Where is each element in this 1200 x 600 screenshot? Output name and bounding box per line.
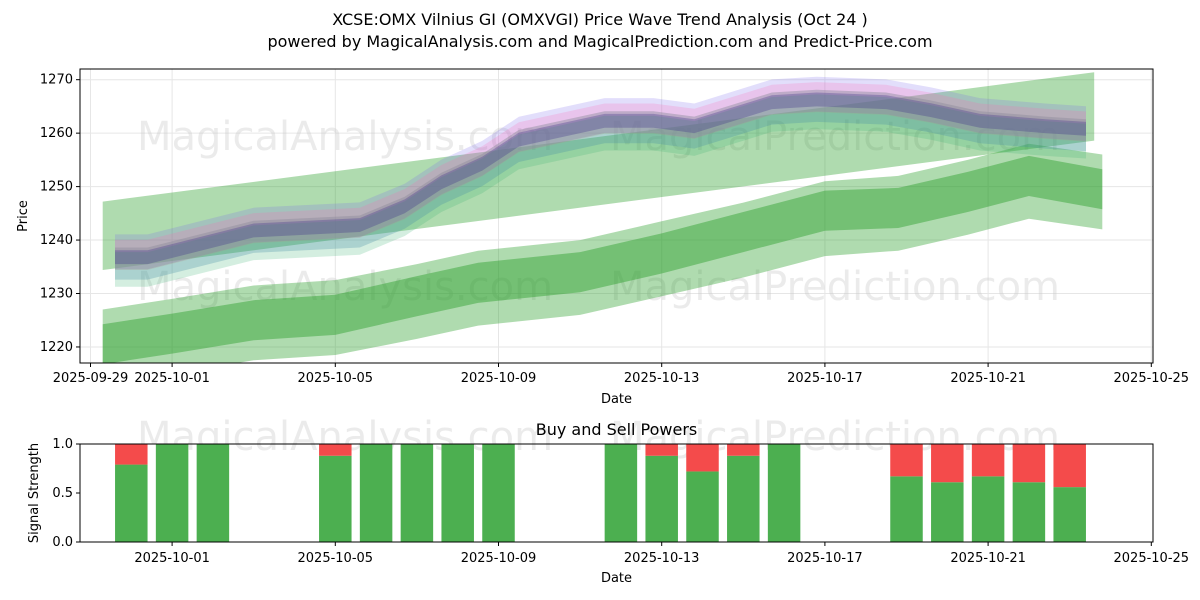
signal-bars	[115, 444, 1086, 542]
buy-power-bar	[319, 455, 352, 542]
signal-x-axis-label: Date	[601, 571, 632, 586]
watermark-text: MagicalAnalysis.com	[137, 264, 553, 310]
buy-power-bar	[727, 455, 760, 542]
signal-x-tick-label: 2025-10-17	[787, 551, 863, 566]
buy-power-bar	[441, 444, 474, 542]
watermark-text: MagicalAnalysis.com	[137, 114, 553, 160]
y-tick-label: 1250	[40, 180, 73, 195]
buy-power-bar	[155, 444, 189, 542]
x-tick-label: 2025-10-25	[1114, 371, 1190, 386]
y-tick-label: 1240	[40, 233, 73, 248]
watermark-text: MagicalPrediction.com	[610, 264, 1060, 310]
forecast-band	[102, 155, 1103, 363]
x-axis-label: Date	[601, 392, 632, 407]
sell-power-bar	[319, 444, 352, 456]
buy-power-bar	[400, 444, 434, 542]
signal-y-tick-label: 0.0	[52, 535, 73, 550]
signal-x-tick-label: 2025-10-01	[134, 551, 210, 566]
sell-power-bar	[1053, 444, 1086, 488]
buy-power-bar	[686, 471, 719, 542]
sell-power-bar	[645, 444, 678, 456]
buy-power-bar	[604, 444, 638, 542]
chart-title: XCSE:OMX Vilnius GI (OMXVGI) Price Wave …	[332, 10, 868, 29]
y-tick-label: 1220	[40, 340, 73, 355]
forecast-band	[102, 72, 1095, 270]
chart-subtitle: powered by MagicalAnalysis.com and Magic…	[267, 32, 933, 51]
buy-power-bar	[359, 444, 393, 542]
signal-y-tick-label: 1.0	[52, 437, 73, 452]
sell-power-bar	[931, 444, 964, 483]
sell-power-bar	[115, 444, 148, 465]
buy-power-bar	[1053, 487, 1086, 542]
y-axis-label: Price	[16, 200, 31, 232]
x-tick-label: 2025-10-09	[461, 371, 537, 386]
price-wave-band	[115, 76, 1086, 270]
watermark-text: MagicalPrediction.com	[610, 114, 1060, 160]
x-tick-label: 2025-10-05	[298, 371, 374, 386]
x-tick-label: 2025-09-29	[53, 371, 129, 386]
signal-y-tick-label: 0.5	[52, 486, 73, 501]
x-tick-label: 2025-10-17	[787, 371, 863, 386]
buy-power-bar	[482, 444, 515, 542]
plot-frame	[79, 68, 1154, 364]
y-tick-label: 1270	[40, 73, 73, 88]
y-tick-label: 1260	[40, 126, 73, 141]
signal-y-axis-label: Signal Strength	[27, 443, 42, 543]
buy-power-bar	[767, 444, 801, 542]
buy-power-bar	[115, 464, 148, 542]
sell-power-bar	[890, 444, 923, 477]
signal-x-tick-label: 2025-10-13	[624, 551, 700, 566]
buy-power-bar	[1012, 482, 1046, 542]
x-tick-label: 2025-10-13	[624, 371, 700, 386]
price-wave-band	[115, 89, 1086, 270]
signal-x-tick-label: 2025-10-09	[461, 551, 537, 566]
signal-chart-title: Buy and Sell Powers	[536, 420, 698, 439]
buy-power-bar	[196, 444, 230, 542]
price-wave-band	[115, 89, 1086, 280]
sell-power-bar	[971, 444, 1005, 477]
signal-x-tick-label: 2025-10-25	[1114, 551, 1190, 566]
plot-area	[102, 72, 1103, 363]
x-tick-label: 2025-10-21	[950, 371, 1026, 386]
price-wave-band	[115, 92, 1086, 265]
buy-power-bar	[890, 476, 923, 542]
signal-x-tick-label: 2025-10-05	[298, 551, 374, 566]
forecast-band	[102, 143, 1103, 363]
signal-x-tick-label: 2025-10-21	[950, 551, 1026, 566]
buy-power-bar	[971, 476, 1005, 542]
buy-power-bar	[931, 482, 964, 542]
y-tick-label: 1230	[40, 287, 73, 302]
price-wave-band	[115, 94, 1086, 287]
sell-power-bar	[686, 444, 719, 472]
price-wave-band	[115, 82, 1086, 270]
sell-power-bar	[727, 444, 760, 456]
buy-power-bar	[645, 455, 678, 542]
sell-power-bar	[1012, 444, 1046, 483]
x-tick-label: 2025-10-01	[134, 371, 210, 386]
